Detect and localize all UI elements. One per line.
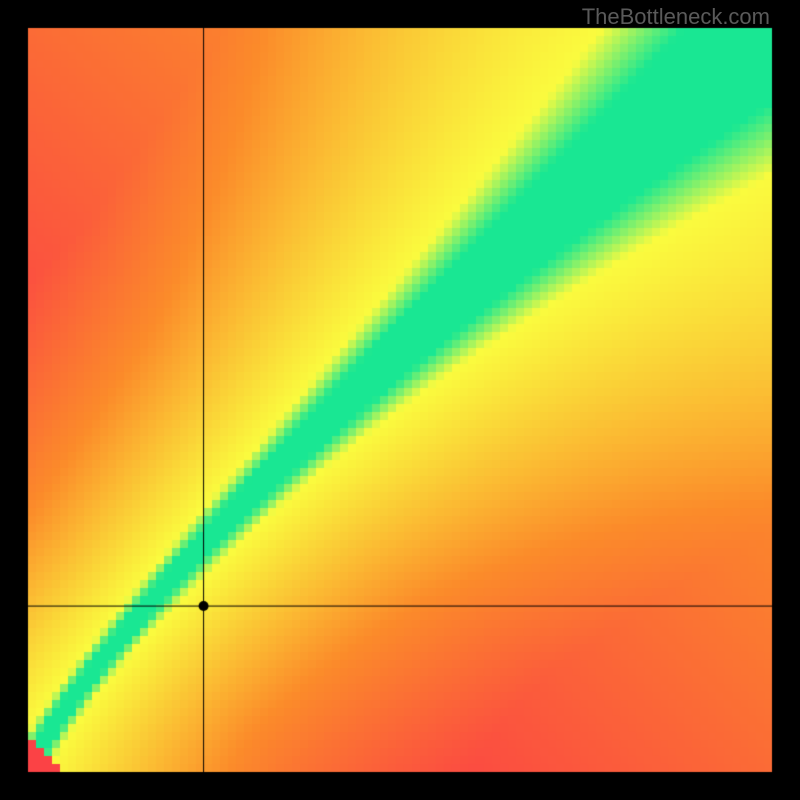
heatmap-canvas bbox=[0, 0, 800, 800]
chart-container: TheBottleneck.com bbox=[0, 0, 800, 800]
watermark-text: TheBottleneck.com bbox=[582, 4, 770, 30]
